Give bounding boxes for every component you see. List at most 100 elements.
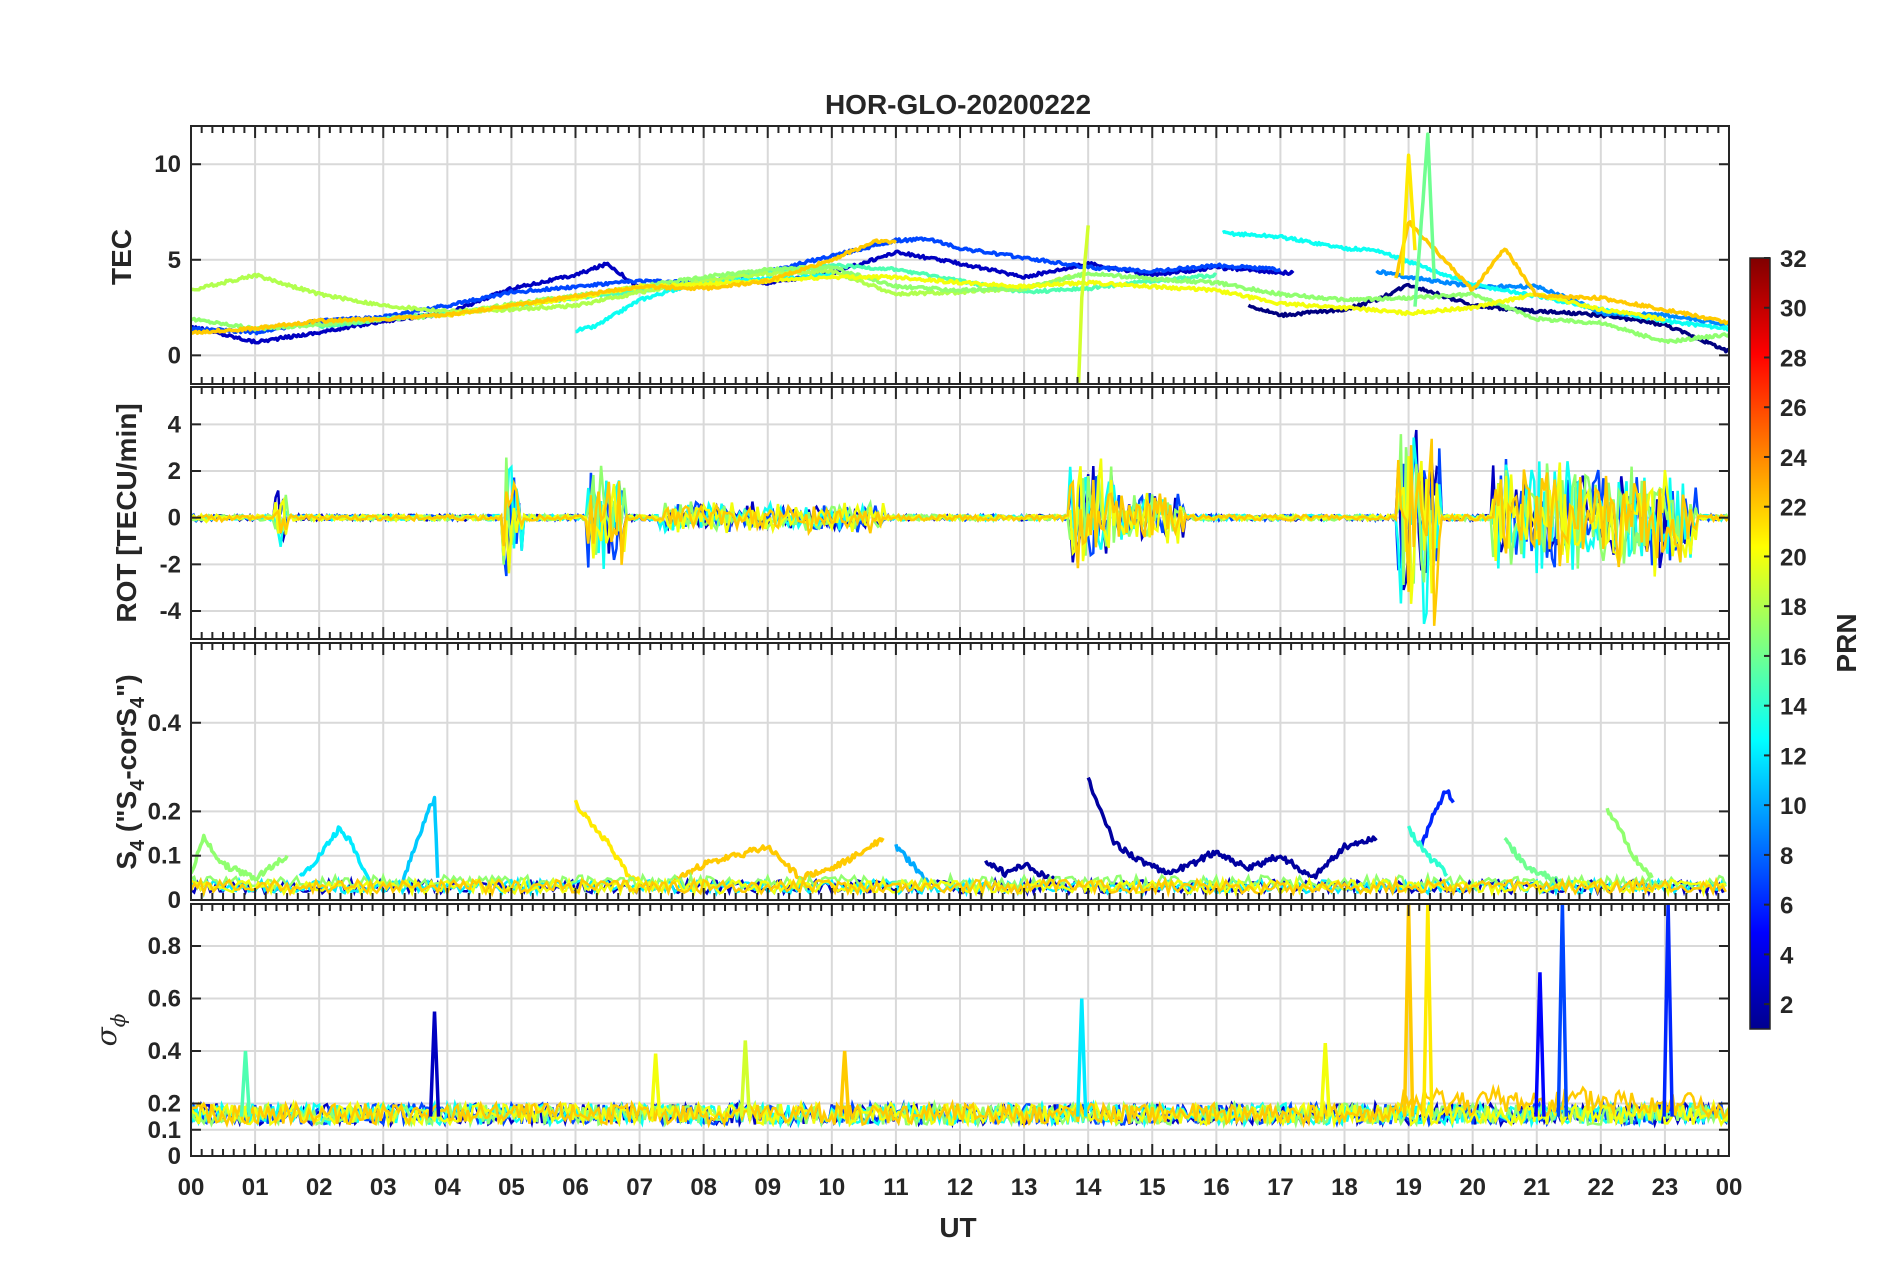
colorbar-label: PRN [1831, 613, 1862, 672]
series-line-prn-16 [1413, 132, 1436, 307]
y-tick-label: 0.8 [148, 933, 181, 960]
x-tick-label: 08 [690, 1174, 717, 1201]
x-tick-label: 07 [626, 1174, 653, 1201]
series-line-prn-2 [1086, 776, 1378, 880]
rot-trace-prn-22 [191, 438, 1729, 626]
sigma-spike [428, 1011, 441, 1117]
x-tick-label: 19 [1395, 1174, 1422, 1201]
y-tick-label: 0.2 [148, 798, 181, 825]
x-tick-label: 17 [1267, 1174, 1294, 1201]
series-line-prn-14 [1406, 825, 1449, 877]
series-line-prn-3 [191, 249, 1295, 345]
series-sigma_phi [191, 904, 1729, 1129]
colorbar-tick-label: 4 [1780, 942, 1794, 969]
colorbar-tick-label: 32 [1780, 246, 1807, 273]
colorbar-tick-label: 20 [1780, 544, 1807, 571]
colorbar-tick-label: 30 [1780, 296, 1807, 323]
y-axis-titles: TEC ROT [TECU/min] S4 ("S4-corS4") σϕ [90, 229, 149, 1046]
x-tick-label: 16 [1203, 1174, 1230, 1201]
colorbar-tick-label: 26 [1780, 395, 1807, 422]
x-tick-label: 23 [1652, 1174, 1679, 1201]
panel-rot: -4 -2 0 2 4 [160, 386, 1730, 640]
series-line-prn-22 [191, 238, 898, 336]
series-line-prn-11 [400, 795, 440, 884]
x-tick-label: 05 [498, 1174, 525, 1201]
colorbar-tick-label: 14 [1780, 694, 1807, 721]
y-tick-label: 0 [168, 1143, 181, 1170]
x-tick-label: 13 [1011, 1174, 1038, 1201]
series-line-prn-17 [1605, 807, 1654, 879]
series-line-prn-9 [1375, 269, 1729, 327]
colorbar-tick-label: 8 [1780, 843, 1793, 870]
series-line-prn-22 [670, 837, 885, 885]
colorbar-gradient [1749, 257, 1771, 1030]
y-tick-label: 0.6 [148, 986, 181, 1013]
colorbar-tick-label: 6 [1780, 893, 1793, 920]
series-s4 [191, 776, 1727, 899]
y-tick-label: 0 [168, 887, 181, 914]
colorbar-tick-label: 12 [1780, 743, 1807, 770]
x-tick-label: 14 [1075, 1174, 1102, 1201]
sigma-spike [1422, 904, 1434, 1117]
y-tick-label: -2 [160, 551, 181, 578]
panel-tec: 0 5 10 [154, 125, 1730, 385]
y-tick-label: 5 [168, 247, 181, 274]
x-tick-label: 01 [242, 1174, 269, 1201]
colorbar-tick-label: 28 [1780, 345, 1807, 372]
series-line-prn-17 [191, 833, 289, 882]
series-rot [191, 429, 1729, 626]
sigma-spike [1319, 1043, 1332, 1117]
panel-s4: 0 0.1 0.2 0.4 [148, 642, 1730, 914]
series-line-prn-2 [984, 859, 1058, 886]
y-tick-label: 2 [168, 458, 181, 485]
x-tick-label: 12 [947, 1174, 974, 1201]
colorbar-tick-label: 16 [1780, 644, 1807, 671]
sigma-spike [1662, 904, 1674, 1117]
svg-text:σϕ: σϕ [90, 1013, 130, 1046]
x-tick-label: 22 [1587, 1174, 1614, 1201]
ticks-rot: -4 -2 0 2 4 [160, 387, 1730, 639]
x-tick-label: 00 [178, 1174, 205, 1201]
x-tick-label: 03 [370, 1174, 397, 1201]
series-line-prn-22 [1394, 220, 1729, 326]
sigma-spike [838, 1050, 851, 1117]
sigma-trace-prn-20 [191, 1098, 1729, 1129]
x-tick-label: 00 [1716, 1174, 1743, 1201]
series-line-prn-16 [1503, 836, 1571, 888]
sigma-spike [1556, 904, 1569, 1117]
sigma-spike [739, 1040, 752, 1117]
y-axis-title-s4: S4 ("S4-corS4") [111, 674, 149, 869]
series-line-prn-21 [1400, 153, 1417, 276]
series-line-prn-12 [298, 825, 372, 884]
y-tick-label: 0 [168, 505, 181, 532]
x-tick-label: 21 [1523, 1174, 1550, 1201]
series-line-prn-1 [1247, 283, 1729, 354]
x-tick-label: 20 [1459, 1174, 1486, 1201]
y-tick-label: 0 [168, 342, 181, 369]
y-tick-label: 4 [168, 411, 182, 438]
svg-text:S4 ("S4-corS4"): S4 ("S4-corS4") [111, 674, 149, 869]
sigma-spike [1534, 972, 1546, 1117]
ticks-s4: 0 0.1 0.2 0.4 [148, 643, 1730, 914]
series-line-prn-19 [1076, 225, 1090, 383]
x-tick-label: 18 [1331, 1174, 1358, 1201]
series-line-prn-21 [573, 799, 642, 883]
colorbar-tick-label: 24 [1780, 445, 1807, 472]
y-tick-label: 0.4 [148, 710, 182, 737]
colorbar-tick-label: 10 [1780, 793, 1807, 820]
y-tick-label: 0.2 [148, 1091, 181, 1118]
colorbar-tick-label: 2 [1780, 992, 1793, 1019]
x-axis-title: UT [939, 1212, 976, 1243]
sigma-spike [1402, 904, 1415, 1117]
series-line-prn-18 [191, 268, 1077, 315]
series-tec [191, 132, 1729, 383]
sigma-spike [239, 1050, 252, 1117]
sigma-spike [649, 1053, 662, 1117]
y-tick-label: 0.4 [148, 1038, 182, 1065]
series-line-prn-10 [894, 843, 930, 884]
x-tick-label: 06 [562, 1174, 589, 1201]
x-tick-label: 02 [306, 1174, 333, 1201]
